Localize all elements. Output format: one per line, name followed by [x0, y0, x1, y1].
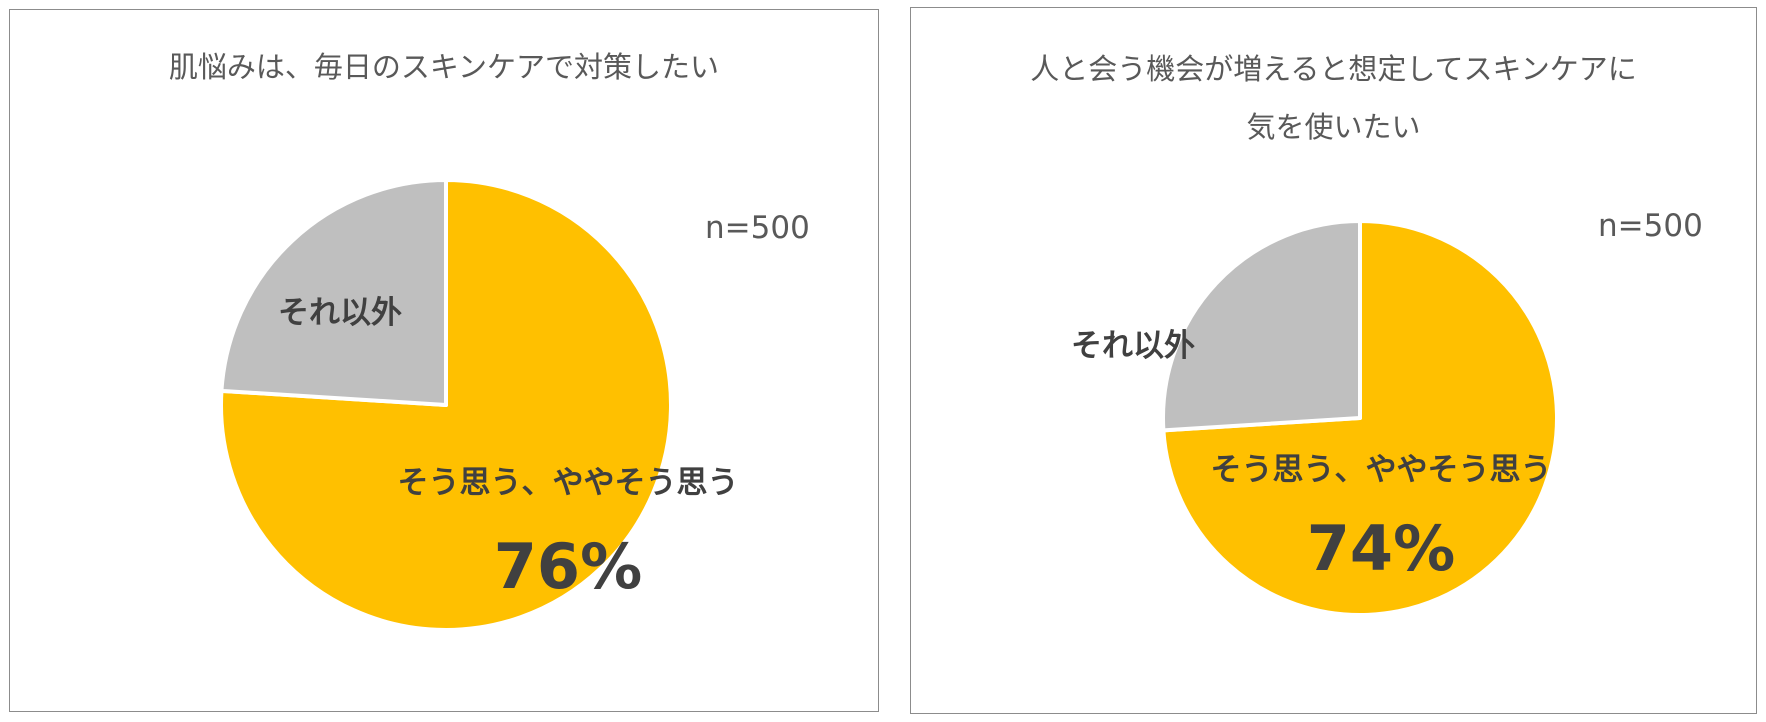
pie-slice-0	[219, 178, 673, 632]
slice-value-label: 76%	[494, 530, 642, 603]
chart-title: 肌悩みは、毎日のスキンケアで対策したい	[168, 50, 720, 84]
pie-slice-1	[219, 178, 448, 407]
pie-slice-1	[1161, 219, 1362, 433]
slice-label-agree: そう思う、ややそう思う	[398, 465, 739, 501]
sample-size-label: n=500	[705, 210, 810, 246]
chart-panel-skin-concerns: 肌悩みは、毎日のスキンケアで対策したい n=500 そう思う、ややそう思う 76%…	[9, 9, 879, 712]
chart-title: 人と会う機会が増えると想定してスキンケアに 気を使いたい	[1030, 52, 1637, 144]
chart-panel-meeting-people: 人と会う機会が増えると想定してスキンケアに 気を使いたい n=500 そう思う、…	[910, 7, 1757, 714]
slice-label-agree: そう思う、ややそう思う	[1211, 452, 1552, 488]
pie-chart: そう思う、ややそう思う 74% それ以外	[1071, 219, 1559, 617]
slice-label-other: それ以外	[278, 295, 402, 331]
slice-value-label: 74%	[1307, 512, 1455, 585]
sample-size-label: n=500	[1598, 208, 1703, 244]
pie-chart: そう思う、ややそう思う 76% それ以外	[219, 178, 739, 632]
slice-label-other: それ以外	[1071, 328, 1195, 364]
